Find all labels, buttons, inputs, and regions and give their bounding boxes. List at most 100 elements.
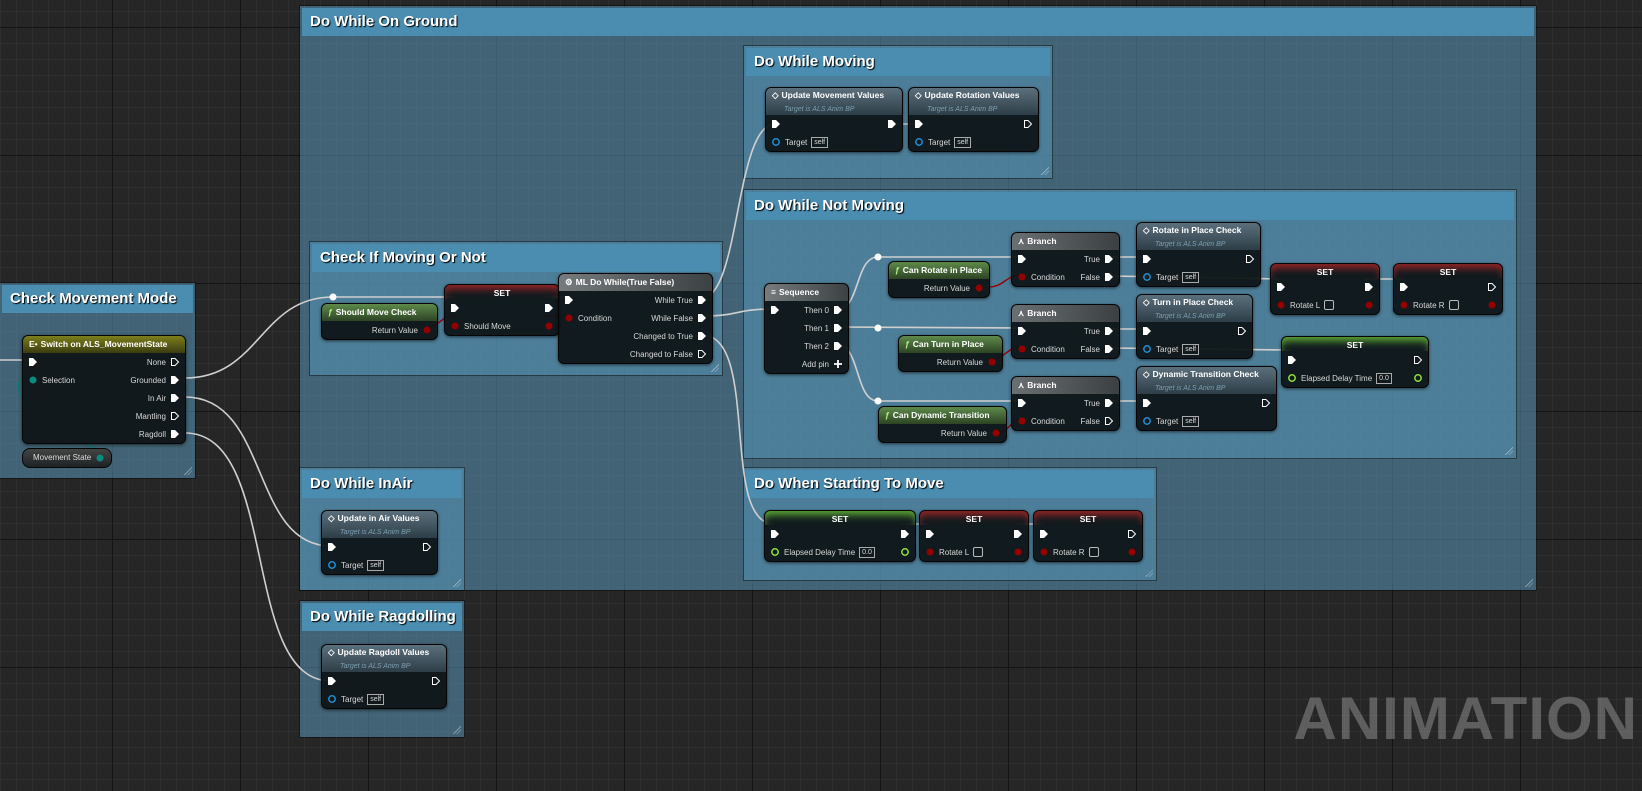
exec_open-pin-icon[interactable] xyxy=(422,542,432,552)
pin-default-value[interactable]: self xyxy=(367,559,385,571)
object-pin-icon[interactable] xyxy=(914,137,924,147)
checkbox[interactable] xyxy=(1448,300,1459,310)
node-branch2[interactable]: ⋏ Branch True Condition False xyxy=(1011,304,1120,359)
exec-pin-icon[interactable] xyxy=(170,393,180,403)
exec-pin-icon[interactable] xyxy=(1104,254,1114,264)
node-dowhile[interactable]: ⚙ ML Do While(True False) While True Condit… xyxy=(558,273,713,364)
resize-grip-icon[interactable] xyxy=(453,579,461,587)
enum-pin-icon[interactable] xyxy=(28,375,38,385)
enum-pin-icon[interactable] xyxy=(95,453,105,463)
pin-default-value[interactable]: 0.0 xyxy=(1376,372,1392,384)
object-pin-icon[interactable] xyxy=(1142,344,1152,354)
node-sequence[interactable]: ≡ Sequence Then 0 Then 1 Then 2 Add pin xyxy=(764,283,849,374)
bool-pin-icon[interactable] xyxy=(422,325,432,335)
exec-pin-icon[interactable] xyxy=(327,542,337,552)
bool-pin-icon[interactable] xyxy=(1017,416,1027,426)
node-upd-air[interactable]: ◇ Update in Air Values Target is ALS Anim … xyxy=(321,510,438,575)
bool-pin-icon[interactable] xyxy=(1487,300,1497,310)
bool-pin-icon[interactable] xyxy=(564,313,574,323)
float-pin-icon[interactable] xyxy=(1413,373,1423,383)
node-candyn[interactable]: ƒ Can Dynamic Transition Return Value xyxy=(878,406,1007,443)
exec-pin-icon[interactable] xyxy=(1104,398,1114,408)
node-ripcheck[interactable]: ◇ Rotate in Place Check Target is ALS Anim… xyxy=(1136,222,1261,287)
exec_open-pin-icon[interactable] xyxy=(431,676,441,686)
bool-pin-icon[interactable] xyxy=(1399,300,1409,310)
exec-pin-icon[interactable] xyxy=(1013,529,1023,539)
exec_open-pin-icon[interactable] xyxy=(1127,529,1137,539)
node-set-rl[interactable]: SET Rotate L xyxy=(1270,263,1380,315)
node-set-rl2[interactable]: SET Rotate L xyxy=(919,510,1029,562)
bool-pin-icon[interactable] xyxy=(1013,547,1023,557)
bool-pin-icon[interactable] xyxy=(1276,300,1286,310)
exec-pin-icon[interactable] xyxy=(697,331,707,341)
float-pin-icon[interactable] xyxy=(770,547,780,557)
exec_open-pin-icon[interactable] xyxy=(1237,326,1247,336)
bool-pin-icon[interactable] xyxy=(991,428,1001,438)
exec-pin-icon[interactable] xyxy=(833,341,843,351)
exec-pin-icon[interactable] xyxy=(1399,282,1409,292)
exec-pin-icon[interactable] xyxy=(1017,326,1027,336)
pin-default-value[interactable]: self xyxy=(1182,415,1200,427)
node-tipcheck[interactable]: ◇ Turn in Place Check Target is ALS Anim B… xyxy=(1136,294,1253,359)
exec_open-pin-icon[interactable] xyxy=(1413,355,1423,365)
bool-pin-icon[interactable] xyxy=(987,357,997,367)
exec-pin-icon[interactable] xyxy=(771,119,781,129)
node-branch3[interactable]: ⋏ Branch True Condition False xyxy=(1011,376,1120,431)
exec_open-pin-icon[interactable] xyxy=(170,411,180,421)
pin-default-value[interactable]: self xyxy=(1182,271,1200,283)
exec-pin-icon[interactable] xyxy=(770,305,780,315)
node-set-rr[interactable]: SET Rotate R xyxy=(1393,263,1503,315)
exec-pin-icon[interactable] xyxy=(1142,326,1152,336)
exec-pin-icon[interactable] xyxy=(170,375,180,385)
node-branch1[interactable]: ⋏ Branch True Condition False xyxy=(1011,232,1120,287)
object-pin-icon[interactable] xyxy=(327,694,337,704)
exec-pin-icon[interactable] xyxy=(1039,529,1049,539)
exec-pin-icon[interactable] xyxy=(450,303,460,313)
exec-pin-icon[interactable] xyxy=(697,313,707,323)
node-set-rr2[interactable]: SET Rotate R xyxy=(1033,510,1143,562)
float-pin-icon[interactable] xyxy=(900,547,910,557)
exec-pin-icon[interactable] xyxy=(1287,355,1297,365)
node-canturn[interactable]: ƒ Can Turn in Place Return Value xyxy=(898,335,1003,372)
resize-grip-icon[interactable] xyxy=(711,364,719,372)
pin-default-value[interactable]: self xyxy=(1182,343,1200,355)
node-upd-rot[interactable]: ◇ Update Rotation Values Target is ALS Ani… xyxy=(908,87,1039,152)
exec-pin-icon[interactable] xyxy=(1142,398,1152,408)
pin-default-value[interactable]: self xyxy=(954,136,972,148)
bool-pin-icon[interactable] xyxy=(925,547,935,557)
exec-pin-icon[interactable] xyxy=(833,305,843,315)
node-dtcheck[interactable]: ◇ Dynamic Transition Check Target is ALS A… xyxy=(1136,366,1277,431)
float-pin-icon[interactable] xyxy=(1287,373,1297,383)
exec_open-pin-icon[interactable] xyxy=(1104,416,1114,426)
bool-pin-icon[interactable] xyxy=(974,283,984,293)
node-set-edt[interactable]: SET Elapsed Delay Time 0.0 xyxy=(1281,336,1429,388)
checkbox[interactable] xyxy=(973,547,984,557)
resize-grip-icon[interactable] xyxy=(453,726,461,734)
pin-default-value[interactable]: 0.0 xyxy=(859,546,875,558)
resize-grip-icon[interactable] xyxy=(1525,579,1533,587)
resize-grip-icon[interactable] xyxy=(1145,569,1153,577)
object-pin-icon[interactable] xyxy=(1142,272,1152,282)
resize-grip-icon[interactable] xyxy=(1041,167,1049,175)
bool-pin-icon[interactable] xyxy=(1017,272,1027,282)
resize-grip-icon[interactable] xyxy=(184,467,192,475)
exec-pin-icon[interactable] xyxy=(1104,344,1114,354)
resize-grip-icon[interactable] xyxy=(1505,447,1513,455)
exec-pin-icon[interactable] xyxy=(327,676,337,686)
pin-default-value[interactable]: self xyxy=(367,693,385,705)
node-canrot[interactable]: ƒ Can Rotate in Place Return Value xyxy=(888,261,990,298)
exec-pin-icon[interactable] xyxy=(564,295,574,305)
bool-pin-icon[interactable] xyxy=(1017,344,1027,354)
exec-pin-icon[interactable] xyxy=(1276,282,1286,292)
bool-pin-icon[interactable] xyxy=(1364,300,1374,310)
exec_open-pin-icon[interactable] xyxy=(697,349,707,359)
exec-pin-icon[interactable] xyxy=(1017,398,1027,408)
bool-pin-icon[interactable] xyxy=(1039,547,1049,557)
bool-pin-icon[interactable] xyxy=(1127,547,1137,557)
exec-pin-icon[interactable] xyxy=(1017,254,1027,264)
object-pin-icon[interactable] xyxy=(327,560,337,570)
exec-pin-icon[interactable] xyxy=(1142,254,1152,264)
comment-box-notmoving[interactable]: Do While Not Moving xyxy=(744,190,1516,458)
node-switch[interactable]: E• Switch on ALS_MovementState None Selecti… xyxy=(22,335,186,444)
exec-pin-icon[interactable] xyxy=(28,357,38,367)
